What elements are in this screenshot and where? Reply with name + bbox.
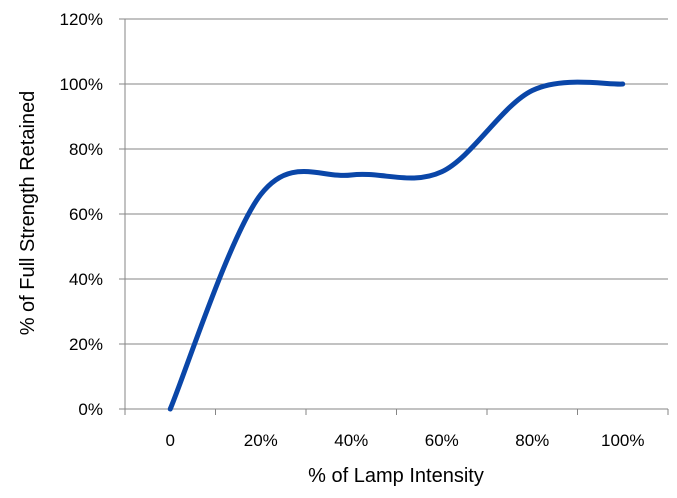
y-tick-label: 80% — [69, 140, 103, 159]
x-tick-label: 100% — [601, 431, 644, 450]
x-tick-label: 20% — [244, 431, 278, 450]
series-layer — [170, 82, 623, 409]
x-tick-label: 40% — [334, 431, 368, 450]
y-tick-label: 20% — [69, 335, 103, 354]
x-tick-label: 60% — [425, 431, 459, 450]
series-line — [170, 82, 623, 409]
y-tick-label: 60% — [69, 205, 103, 224]
x-tick-label: 0 — [166, 431, 175, 450]
y-tick-label: 120% — [60, 10, 103, 29]
axes — [119, 19, 668, 415]
x-axis-title: % of Lamp Intensity — [308, 465, 484, 487]
y-tick-label: 0% — [78, 400, 103, 419]
tick-labels: 0% 20% 40% 60% 80% 100% 120% 0 20% 40% 60% 80% 100% — [60, 10, 645, 450]
x-tick-label: 80% — [515, 431, 549, 450]
gridlines — [125, 19, 668, 344]
y-tick-label: 100% — [60, 75, 103, 94]
y-tick-label: 40% — [69, 270, 103, 289]
y-axis-title: % of Full Strength Retained — [17, 91, 39, 336]
